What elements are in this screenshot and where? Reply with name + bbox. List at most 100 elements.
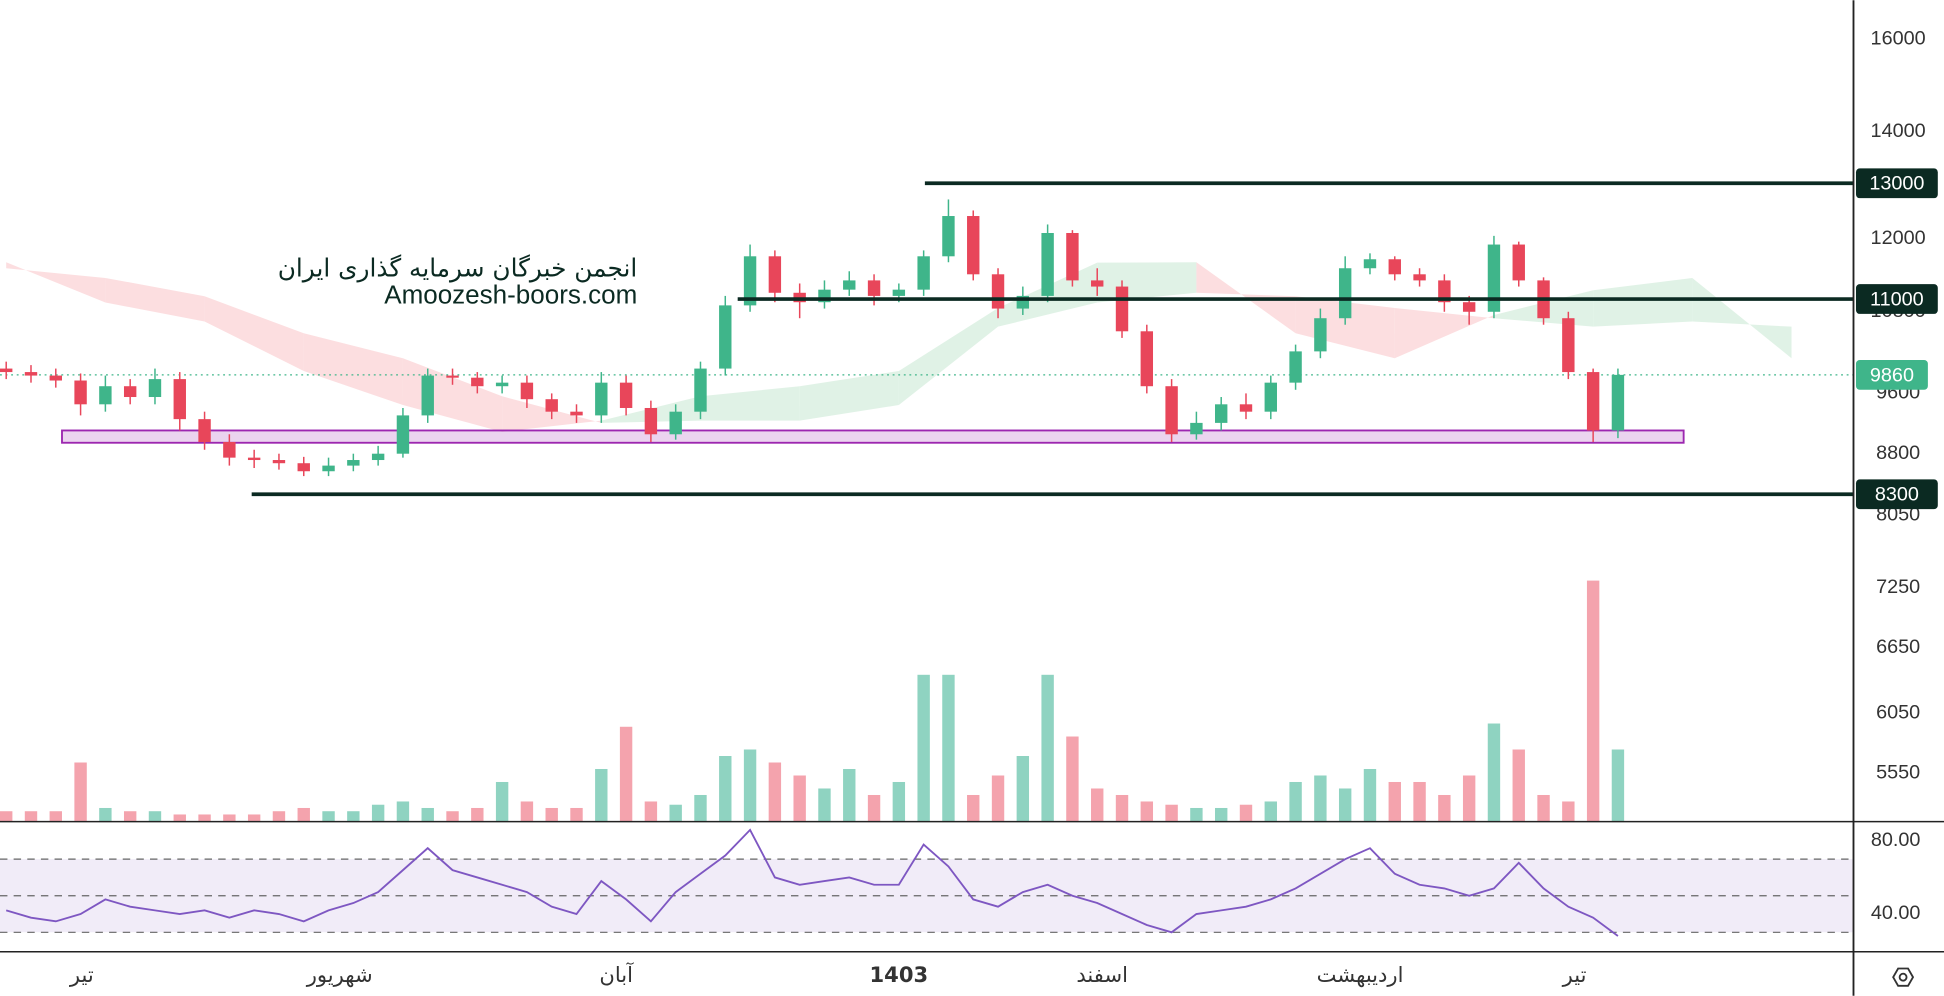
cloud-segment: [898, 308, 999, 406]
volume-bar: [1091, 788, 1104, 821]
candle-body: [1562, 318, 1575, 373]
volume-bar: [74, 762, 87, 821]
x-tick-label: تیر: [1562, 962, 1587, 987]
last-price-label: 9860: [1870, 364, 1914, 386]
volume-bar: [917, 674, 930, 821]
volume-bar: [1115, 794, 1129, 821]
candle-body: [1586, 372, 1600, 431]
cloud-segment: [700, 386, 800, 421]
volume-bar: [570, 807, 583, 821]
volume-bar: [1562, 801, 1575, 821]
x-tick-label: 1403: [870, 962, 929, 987]
support-zone: [61, 429, 1685, 444]
candle-body: [99, 386, 112, 405]
candle-body: [173, 379, 186, 420]
front-layer: 13000 11000 8300 9860 انجمن خبرگان سرمایه گذ…: [69, 168, 1938, 987]
y-tick-label: 8050: [1876, 504, 1920, 526]
volume-bar: [247, 814, 261, 821]
candle-body: [892, 289, 906, 296]
candle-body: [1165, 386, 1178, 435]
x-tick-label: شهریور: [306, 962, 373, 987]
candle-body: [1140, 331, 1154, 387]
volume-bar: [719, 756, 732, 821]
volume-bar: [694, 794, 707, 821]
volume-bar: [1338, 788, 1352, 821]
volume-bar: [1190, 807, 1203, 821]
cloud-segment: [6, 262, 106, 303]
candle-body: [595, 382, 608, 416]
candle-body: [1091, 280, 1104, 287]
candle-body: [1264, 382, 1277, 412]
volume-bar: [0, 811, 13, 821]
candle-body: [1338, 268, 1352, 319]
volume-bar: [198, 814, 211, 821]
candle-body: [446, 375, 459, 378]
candle-body: [198, 419, 211, 442]
candle-body: [1462, 302, 1476, 312]
volume-bar: [619, 726, 633, 821]
candle-body: [1115, 286, 1129, 332]
settings-icon[interactable]: [1892, 967, 1915, 987]
volume-bar: [1537, 794, 1550, 821]
y-tick-label: 16000: [1871, 28, 1926, 50]
candle-body: [1512, 244, 1525, 281]
volume-bar: [297, 807, 310, 821]
settings-dot[interactable]: [1898, 972, 1908, 982]
volume-bar: [371, 804, 385, 821]
cloud-segment: [204, 296, 304, 372]
candle-body: [1438, 280, 1451, 303]
candle-body: [1190, 422, 1203, 435]
volume-bar: [1413, 781, 1426, 821]
volume-bar: [520, 801, 534, 821]
volume-bar: [49, 811, 62, 821]
volume-bar: [1140, 801, 1154, 821]
candle-body: [644, 407, 658, 435]
y-tick-label: 6050: [1876, 702, 1920, 724]
candle-body: [74, 380, 87, 405]
x-tick-label: آبان: [599, 962, 634, 987]
volume-bar: [1487, 723, 1501, 821]
cloud-segment: [303, 333, 403, 406]
volume-bar: [1512, 749, 1525, 821]
last-price-box: [1855, 359, 1928, 390]
cloud-segment: [799, 371, 899, 421]
y-tick-label: 8800: [1876, 442, 1920, 464]
candle-body: [545, 399, 558, 412]
rsi-tick-label: 40.00: [1871, 902, 1921, 924]
candle-body: [297, 463, 310, 472]
level-label: 13000: [1869, 173, 1924, 195]
volume-bar: [1289, 781, 1302, 821]
volume-bar: [743, 749, 757, 821]
volume-bar: [223, 814, 236, 821]
candle-body: [1314, 318, 1327, 352]
candle-body: [49, 375, 62, 381]
volume-bar: [669, 804, 682, 821]
volume-bar: [867, 794, 881, 821]
settings-hexagon[interactable]: [1892, 967, 1915, 987]
volume-bar: [1462, 775, 1476, 821]
volume-bar: [545, 807, 558, 821]
volume-bar: [446, 811, 459, 821]
candle-body: [843, 280, 856, 290]
cloud-segment: [1593, 277, 1693, 327]
candle-body: [694, 368, 707, 412]
candle-body: [495, 382, 509, 387]
volume-bar: [24, 811, 38, 821]
candle-body: [867, 280, 881, 296]
volume-bar: [818, 788, 831, 821]
candle-body: [247, 457, 261, 461]
candle-body: [1388, 259, 1401, 275]
candle-body: [1066, 232, 1079, 281]
candle-body: [768, 256, 782, 293]
volume-bar: [843, 768, 856, 821]
candle-body: [1611, 374, 1625, 431]
rsi-line: [5, 828, 1619, 937]
volume-bar: [1016, 756, 1030, 821]
candle-body: [24, 372, 38, 376]
level-label-box: [1855, 479, 1938, 510]
candle-body: [1487, 244, 1501, 312]
candle-body: [991, 274, 1005, 309]
y-tick-label: 7250: [1876, 576, 1920, 598]
volume-bar: [148, 811, 162, 821]
